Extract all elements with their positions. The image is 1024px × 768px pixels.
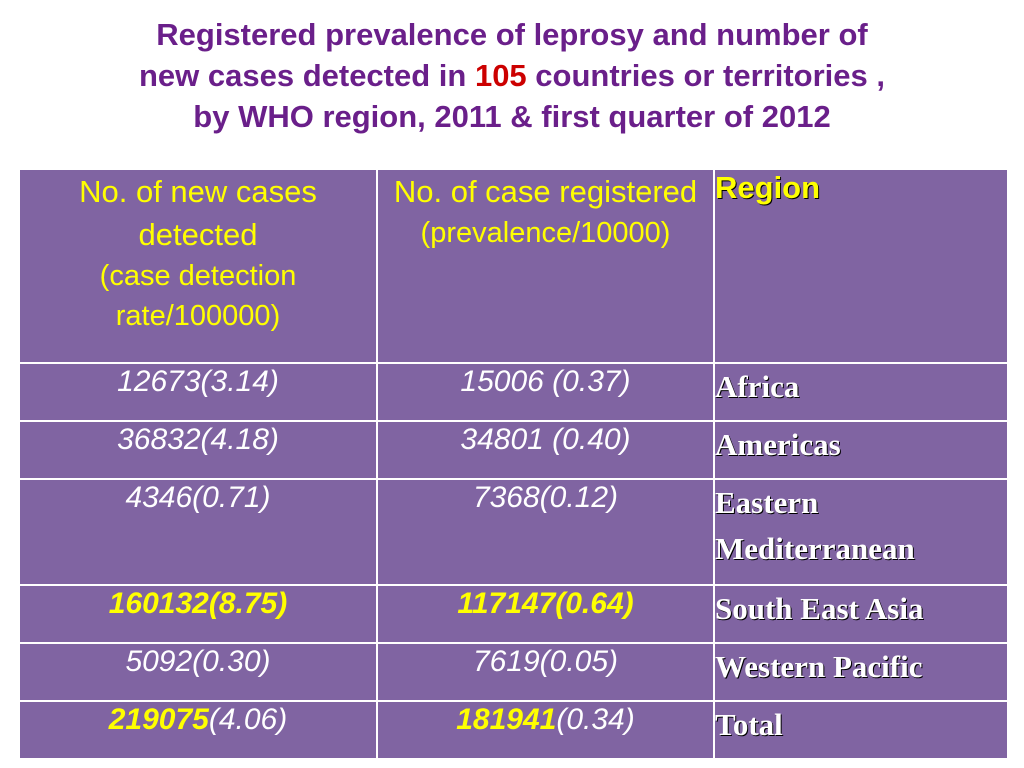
- cell-new-cases: 36832(4.18): [18, 420, 378, 480]
- table-header-row: No. of new cases detected (case detectio…: [18, 168, 1009, 364]
- total-registered-rate: (0.34): [556, 703, 635, 736]
- header-new-cases-subtitle: (case detection rate/100000): [99, 260, 297, 332]
- header-registered-subtitle: (prevalence/10000): [420, 217, 671, 249]
- cell-registered: 15006 (0.37): [376, 362, 715, 422]
- table-row: 36832(4.18) 34801 (0.40) Americas: [18, 420, 1009, 480]
- header-region: Region: [713, 168, 1009, 364]
- cell-new-cases: 12673(3.14): [18, 362, 378, 422]
- cell-region: Africa: [713, 362, 1009, 422]
- total-new-cases-rate: (4.06): [208, 703, 288, 736]
- cell-new-cases: 5092(0.30): [18, 642, 378, 702]
- table-row: 5092(0.30) 7619(0.05) Western Pacific: [18, 642, 1009, 702]
- cell-registered: 34801 (0.40): [376, 420, 715, 480]
- header-new-cases-title: No. of new cases detected: [79, 174, 317, 252]
- cell-registered: 7368(0.12): [376, 478, 715, 586]
- title-country-count: 105: [474, 58, 527, 93]
- title-line-2-end: countries or territories ,: [526, 58, 886, 93]
- table-row: 160132(8.75) 117147(0.64) South East Asi…: [18, 584, 1009, 644]
- cell-region-total: Total: [713, 700, 1009, 760]
- title-line-1: Registered prevalence of leprosy and num…: [156, 17, 868, 52]
- header-region-label: Region: [715, 170, 821, 205]
- title-line-2: new cases detected in 105 countries or t…: [0, 55, 1024, 96]
- title-line-2-start: new cases detected in: [138, 58, 475, 93]
- cell-region: Americas: [713, 420, 1009, 480]
- cell-region: Eastern Mediterranean: [713, 478, 1009, 586]
- header-new-cases: No. of new cases detected (case detectio…: [18, 168, 378, 364]
- cell-region-line-1: Eastern: [715, 485, 819, 520]
- leprosy-table: No. of new cases detected (case detectio…: [18, 168, 1009, 760]
- cell-new-cases: 4346(0.71): [18, 478, 378, 586]
- cell-region: South East Asia: [713, 584, 1009, 644]
- header-registered: No. of case registered (prevalence/10000…: [376, 168, 715, 364]
- cell-new-cases: 160132(8.75): [18, 584, 378, 644]
- slide-title: Registered prevalence of leprosy and num…: [0, 14, 1024, 137]
- cell-region-line-2: Mediterranean: [715, 531, 915, 566]
- table-row: 4346(0.71) 7368(0.12) Eastern Mediterran…: [18, 478, 1009, 586]
- header-registered-title: No. of case registered: [393, 174, 698, 209]
- table-row-total: 219075(4.06) 181941(0.34) Total: [18, 700, 1009, 760]
- cell-registered-total: 181941(0.34): [376, 700, 715, 760]
- cell-new-cases-total: 219075(4.06): [18, 700, 378, 760]
- cell-registered: 117147(0.64): [376, 584, 715, 644]
- title-line-3: by WHO region, 2011 & first quarter of 2…: [193, 99, 831, 134]
- total-new-cases-count: 219075: [108, 703, 209, 736]
- table-row: 12673(3.14) 15006 (0.37) Africa: [18, 362, 1009, 422]
- cell-registered: 7619(0.05): [376, 642, 715, 702]
- total-registered-count: 181941: [456, 703, 557, 736]
- cell-region: Western Pacific: [713, 642, 1009, 702]
